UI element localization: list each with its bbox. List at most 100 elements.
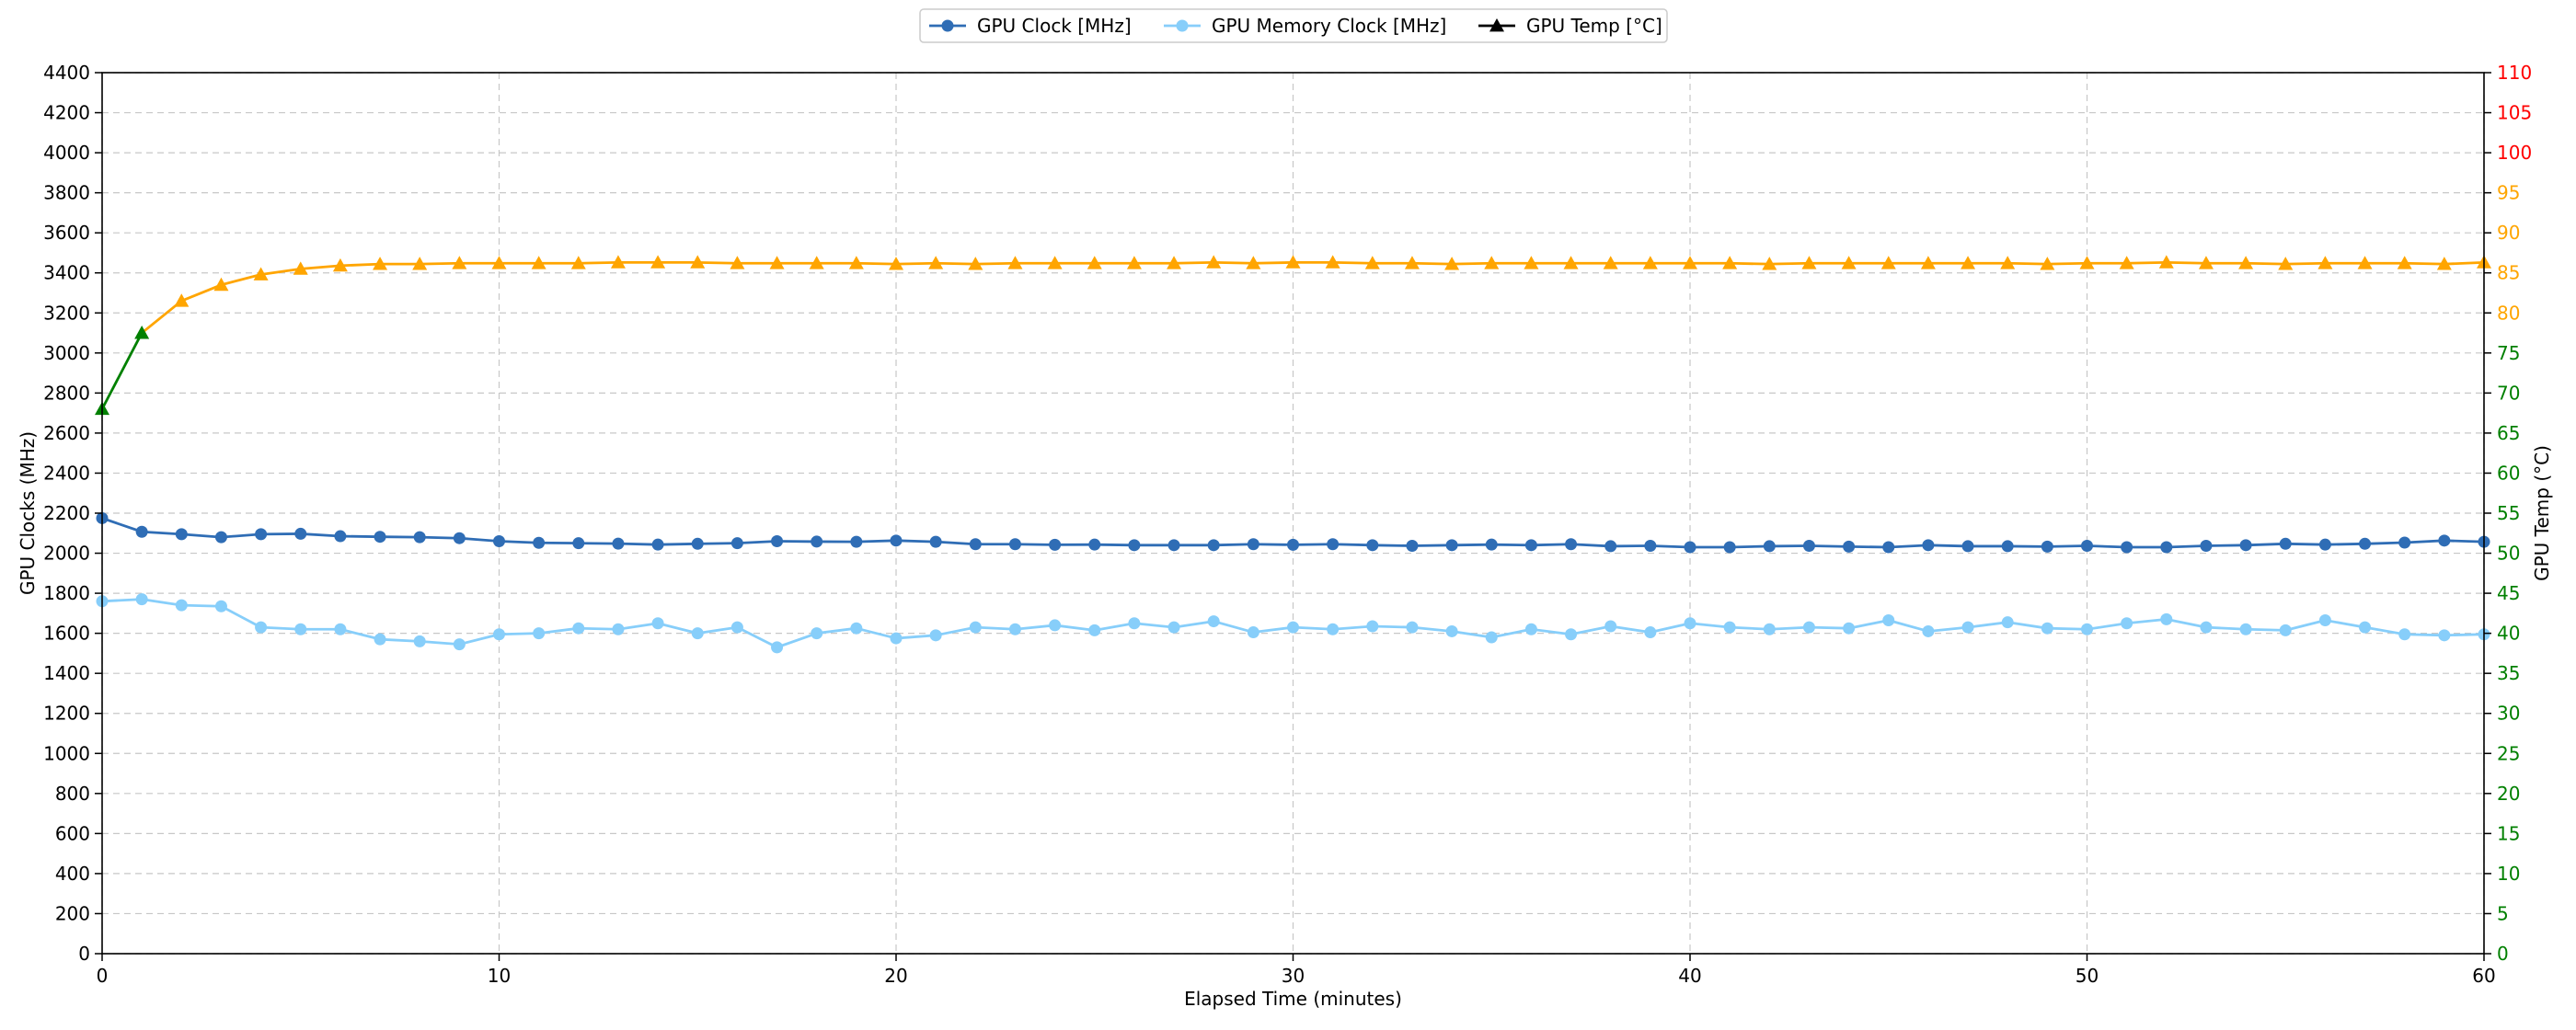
data-point [1008, 623, 1021, 635]
data-point [928, 256, 944, 269]
data-point [493, 534, 505, 547]
x-axis-label: Elapsed Time (minutes) [1184, 988, 1402, 1010]
data-point [1841, 256, 1857, 269]
series-line-segment [1848, 619, 1890, 630]
data-point [373, 257, 388, 270]
data-point [1565, 628, 1578, 641]
series-gpu-memory-clock [96, 593, 2490, 654]
data-point [1047, 256, 1063, 269]
series-line-segment [379, 637, 420, 643]
series-line-segment [2364, 625, 2405, 636]
series-line-segment [2284, 619, 2326, 632]
y-right-tick-label: 90 [2497, 222, 2520, 244]
series-line-segment [1015, 543, 1055, 546]
series-line-segment [1213, 620, 1254, 634]
data-point [1920, 256, 1936, 269]
y-axis-right-label: GPU Temp (°C) [2531, 445, 2553, 581]
series-line-segment [1531, 543, 1571, 547]
series-line-segment [459, 536, 500, 543]
data-point [1325, 255, 1340, 269]
series-line-segment [816, 626, 857, 635]
series-line-segment [221, 532, 261, 539]
series-line-segment [2007, 621, 2048, 630]
y-axis-left-label: GPU Clocks (MHz) [17, 431, 39, 595]
data-point [1366, 539, 1379, 552]
data-point [135, 593, 148, 606]
data-point [2438, 534, 2451, 547]
series-line-segment [1888, 619, 1929, 633]
data-point [2318, 613, 2331, 626]
y-left-tick-label: 2000 [43, 543, 90, 565]
legend-marker [941, 19, 954, 32]
data-point [811, 535, 823, 548]
y-left-tick-label: 2400 [43, 462, 90, 484]
series-line-segment [1650, 544, 1691, 549]
series-line-segment [578, 261, 618, 265]
data-point [2359, 621, 2372, 634]
series-line-segment [1253, 625, 1294, 634]
series-line-segment [1452, 543, 1492, 547]
x-tick-label: 30 [1282, 965, 1305, 987]
data-point [1882, 613, 1895, 626]
series-line-segment [2126, 261, 2167, 265]
data-point [889, 257, 903, 270]
data-point [255, 621, 268, 634]
data-point [1049, 619, 1062, 632]
series-line-segment [2404, 539, 2444, 544]
data-point [612, 623, 625, 635]
y-right-tick-label: 50 [2497, 543, 2520, 565]
y-right-tick-label: 75 [2497, 342, 2520, 364]
data-point [929, 535, 942, 548]
series-line-segment [856, 539, 897, 544]
series-line-segment [2047, 261, 2087, 266]
series-line-segment [459, 633, 500, 646]
y-right-tick-label: 15 [2497, 822, 2520, 844]
data-point [1207, 615, 1220, 628]
legend-item-gpu-clock: GPU Clock [MHz] [929, 15, 1132, 37]
data-point [730, 256, 745, 269]
legend: GPU Clock [MHz] GPU Memory Clock [MHz] GPU… [919, 8, 1668, 43]
series-gpu-temp [95, 255, 2491, 416]
data-point [491, 256, 507, 269]
y-left-tick-label: 600 [55, 822, 90, 844]
series-line-segment [2285, 261, 2326, 266]
series-line-segment [538, 626, 579, 635]
data-point [412, 257, 428, 270]
data-point [2001, 616, 2014, 629]
data-point [213, 277, 229, 292]
data-point [2119, 256, 2134, 269]
data-point [2081, 623, 2093, 635]
data-point [1167, 621, 1180, 634]
data-point [1603, 256, 1618, 269]
series-line-segment [856, 261, 897, 266]
data-point [2160, 612, 2173, 625]
data-point [452, 256, 467, 269]
y-left-tick-label: 3600 [43, 222, 90, 244]
data-point [969, 538, 982, 551]
series-line-segment [1372, 624, 1412, 629]
series-line-segment [2246, 627, 2286, 632]
data-point [1524, 623, 1537, 635]
y-left-tick-label: 1600 [43, 623, 90, 645]
series-line-segment [895, 261, 937, 266]
series-line-segment [1888, 544, 1928, 549]
data-point [651, 617, 664, 630]
data-point [1802, 621, 1815, 634]
y-right-tick-label: 60 [2497, 462, 2520, 484]
legend-marker [1176, 19, 1189, 32]
data-point [2279, 537, 2292, 550]
data-point [2436, 257, 2452, 270]
data-point [174, 293, 190, 307]
data-point [771, 641, 784, 654]
data-point [1087, 256, 1102, 269]
series-line-segment [499, 540, 539, 544]
series-line-segment [1452, 261, 1492, 266]
data-point [1961, 256, 1976, 269]
y-right-tick-label: 25 [2497, 742, 2520, 764]
y-left-tick-label: 3400 [43, 262, 90, 284]
series-line-segment [180, 283, 222, 303]
series-line-segment [2047, 544, 2087, 548]
data-point [1684, 617, 1696, 630]
